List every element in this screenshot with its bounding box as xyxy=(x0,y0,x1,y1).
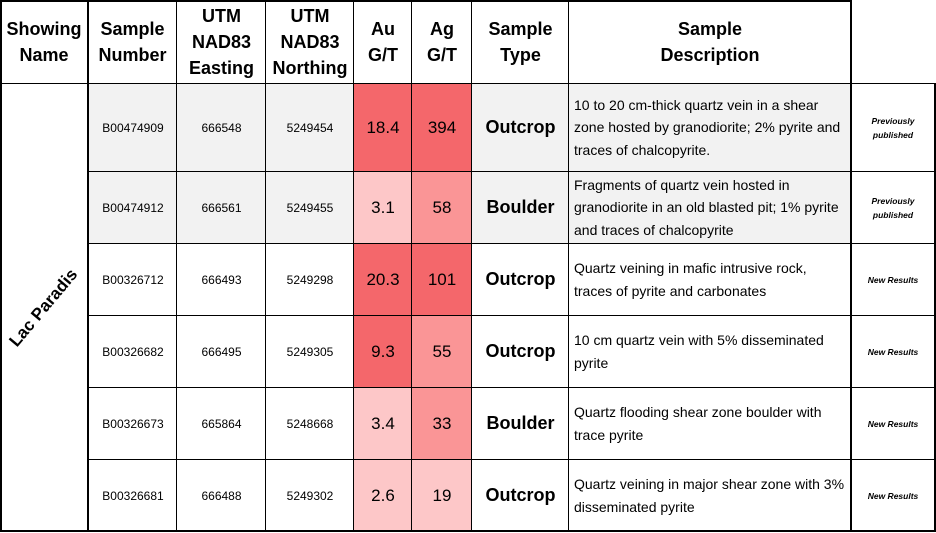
cell-description: 10 cm quartz vein with 5% disseminated p… xyxy=(574,332,824,371)
header-text: NAD83 xyxy=(191,31,252,52)
row-divider xyxy=(88,171,936,172)
cell-sample-type: Boulder xyxy=(486,413,555,433)
header-text: Northing xyxy=(272,57,348,78)
row-divider xyxy=(88,243,936,244)
cell-ag-grade: 58 xyxy=(412,172,472,243)
header-sample-type: Sample Type xyxy=(472,0,569,83)
col-divider xyxy=(353,0,354,532)
cell-northing: 5249302 xyxy=(286,488,334,503)
showing-name: Lac Paradis xyxy=(5,264,82,350)
cell-ag-grade: 394 xyxy=(412,84,472,171)
col-divider xyxy=(850,0,852,532)
header-text: Easting xyxy=(188,57,254,78)
header-text: UTM xyxy=(202,5,241,26)
cell-ag-grade: 101 xyxy=(412,244,472,315)
cell-northing: 5249305 xyxy=(286,344,334,359)
cell-note: New Results xyxy=(867,490,919,501)
cell-easting: 665864 xyxy=(201,416,242,431)
cell-easting: 666561 xyxy=(177,172,266,243)
header-utm-easting: UTM NAD83 Easting xyxy=(177,0,266,83)
header-text: G/T xyxy=(427,44,457,65)
cell-note: New Results xyxy=(867,346,919,357)
cell-easting: 666488 xyxy=(201,488,242,503)
table-border-bottom xyxy=(0,530,936,532)
cell-description: Fragments of quartz vein hosted in grano… xyxy=(569,172,851,243)
header-text: Showing xyxy=(6,18,82,39)
table-border-right xyxy=(934,83,936,532)
header-ag: Ag G/T xyxy=(412,0,472,83)
cell-note: New Results xyxy=(867,274,919,285)
col-divider xyxy=(176,0,177,532)
cell-ag-grade: 33 xyxy=(412,388,472,459)
cell-sample-type: Outcrop xyxy=(485,341,556,361)
col-divider xyxy=(265,0,266,532)
cell-sample-number: B00326682 xyxy=(102,344,164,359)
col-divider xyxy=(411,0,412,532)
cell-au-grade: 18.4 xyxy=(354,84,412,171)
cell-sample-number: B00326681 xyxy=(102,488,164,503)
cell-northing: 5248668 xyxy=(286,416,334,431)
header-text: Ag xyxy=(430,18,454,39)
header-sample-number: Sample Number xyxy=(88,0,177,83)
header-text: Sample xyxy=(488,18,553,39)
cell-ag-grade: 55 xyxy=(412,316,472,387)
header-text: Sample xyxy=(677,18,743,39)
cell-sample-type: Outcrop xyxy=(485,269,556,289)
cell-au-grade: 2.6 xyxy=(354,460,412,531)
header-text: Description xyxy=(660,44,760,65)
cell-easting: 666493 xyxy=(201,272,242,287)
cell-au-grade: 20.3 xyxy=(354,244,412,315)
cell-northing: 5249298 xyxy=(286,272,334,287)
header-text: Type xyxy=(500,44,541,65)
col-divider xyxy=(87,0,89,532)
row-divider xyxy=(88,459,936,460)
cell-sample-number: B00326673 xyxy=(102,416,164,431)
cell-au-grade: 3.1 xyxy=(354,172,412,243)
cell-sample-number: B00474912 xyxy=(89,172,177,243)
cell-northing: 5249454 xyxy=(266,84,354,171)
header-divider xyxy=(0,83,936,84)
header-text: Sample xyxy=(100,18,165,39)
cell-note: New Results xyxy=(867,418,919,429)
cell-au-grade: 9.3 xyxy=(354,316,412,387)
col-divider xyxy=(471,0,472,532)
header-text: G/T xyxy=(368,44,398,65)
cell-note: Previously published xyxy=(871,115,915,140)
cell-description: Quartz flooding shear zone boulder with … xyxy=(574,404,822,443)
cell-description: Quartz veining in mafic intrusive rock, … xyxy=(574,260,807,299)
header-text: Name xyxy=(19,44,69,65)
showing-name-cell: Lac Paradis xyxy=(0,84,88,531)
row-divider xyxy=(88,315,936,316)
header-au: Au G/T xyxy=(354,0,412,83)
cell-ag-grade: 19 xyxy=(412,460,472,531)
cell-northing: 5249455 xyxy=(266,172,354,243)
cell-easting: 666548 xyxy=(177,84,266,171)
header-text: NAD83 xyxy=(280,31,340,52)
header-showing-name: Showing Name xyxy=(0,0,88,83)
cell-description: 10 to 20 cm-thick quartz vein in a shear… xyxy=(569,84,851,171)
row-divider xyxy=(88,387,936,388)
cell-sample-type: Outcrop xyxy=(472,84,569,171)
cell-note: Previously published xyxy=(871,195,915,220)
cell-easting: 666495 xyxy=(201,344,242,359)
header-text: UTM xyxy=(290,5,330,26)
header-text: Number xyxy=(98,44,167,65)
cell-sample-type: Boulder xyxy=(472,172,569,243)
cell-description: Quartz veining in major shear zone with … xyxy=(574,476,845,515)
cell-sample-type: Outcrop xyxy=(485,485,556,505)
header-utm-northing: UTM NAD83 Northing xyxy=(266,0,354,83)
header-sample-description: Sample Description xyxy=(569,0,851,83)
cell-sample-number: B00474909 xyxy=(89,84,177,171)
table-border-left xyxy=(0,0,2,532)
col-divider xyxy=(568,0,569,532)
header-text: Au xyxy=(371,18,395,39)
cell-au-grade: 3.4 xyxy=(354,388,412,459)
cell-sample-number: B00326712 xyxy=(102,272,164,287)
table-border-top xyxy=(0,0,851,2)
